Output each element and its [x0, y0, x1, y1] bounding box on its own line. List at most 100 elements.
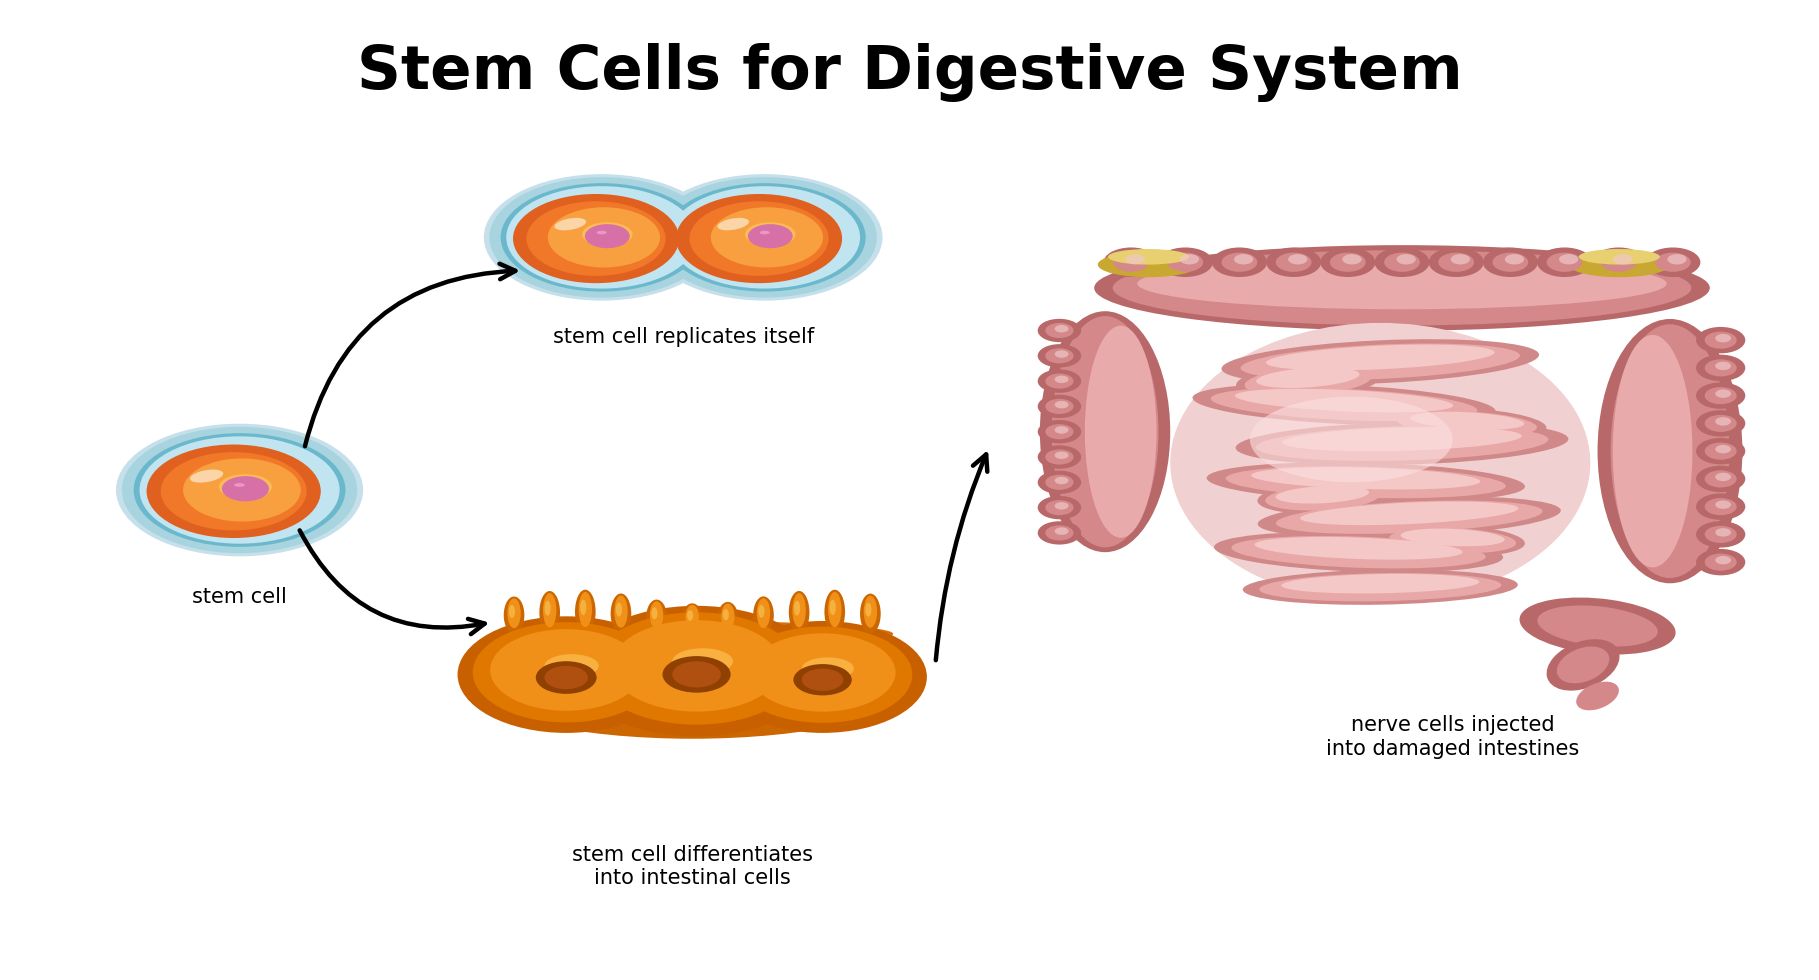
Circle shape — [1055, 527, 1068, 535]
Circle shape — [1275, 253, 1311, 271]
Ellipse shape — [717, 602, 739, 634]
Circle shape — [1037, 496, 1080, 519]
Circle shape — [1715, 472, 1732, 481]
Circle shape — [673, 662, 720, 687]
Ellipse shape — [1301, 502, 1519, 525]
Ellipse shape — [829, 600, 835, 615]
Circle shape — [1704, 331, 1737, 349]
Circle shape — [1046, 323, 1073, 338]
Circle shape — [147, 445, 320, 538]
Circle shape — [1695, 549, 1744, 575]
Circle shape — [802, 668, 844, 691]
Ellipse shape — [1259, 573, 1501, 602]
Circle shape — [1046, 450, 1073, 465]
Ellipse shape — [757, 598, 769, 628]
Ellipse shape — [1051, 316, 1159, 548]
Circle shape — [184, 459, 300, 521]
Circle shape — [1330, 253, 1366, 271]
Circle shape — [1492, 253, 1528, 271]
Circle shape — [1559, 254, 1579, 265]
Circle shape — [1266, 248, 1321, 277]
Ellipse shape — [789, 591, 809, 634]
Ellipse shape — [1235, 389, 1453, 413]
Ellipse shape — [580, 600, 586, 615]
Circle shape — [1704, 443, 1737, 460]
Circle shape — [669, 186, 860, 288]
Ellipse shape — [1250, 397, 1453, 482]
Ellipse shape — [1241, 343, 1521, 380]
Circle shape — [648, 174, 882, 301]
Circle shape — [1715, 389, 1732, 398]
Circle shape — [1288, 254, 1308, 265]
Circle shape — [1037, 369, 1080, 393]
Circle shape — [1046, 474, 1073, 490]
Text: nerve cells injected
into damaged intestines: nerve cells injected into damaged intest… — [1326, 715, 1579, 759]
Circle shape — [1055, 401, 1068, 409]
Ellipse shape — [646, 600, 668, 634]
Ellipse shape — [504, 597, 524, 634]
Circle shape — [1037, 521, 1080, 545]
Circle shape — [1715, 501, 1732, 509]
Ellipse shape — [1040, 312, 1170, 552]
Circle shape — [1704, 554, 1737, 570]
Ellipse shape — [864, 596, 877, 628]
Circle shape — [711, 207, 822, 268]
Circle shape — [1055, 426, 1068, 434]
Circle shape — [1704, 498, 1737, 515]
Ellipse shape — [1557, 647, 1610, 683]
Ellipse shape — [611, 594, 631, 634]
Ellipse shape — [717, 218, 749, 230]
Ellipse shape — [1235, 421, 1568, 465]
Circle shape — [1704, 526, 1737, 543]
Circle shape — [140, 436, 340, 544]
Circle shape — [1037, 395, 1080, 418]
Ellipse shape — [540, 591, 560, 634]
Circle shape — [1046, 399, 1073, 414]
Circle shape — [1695, 382, 1744, 409]
Ellipse shape — [1213, 532, 1502, 572]
Ellipse shape — [1084, 325, 1157, 538]
Ellipse shape — [508, 599, 520, 628]
Ellipse shape — [824, 590, 846, 634]
Circle shape — [1113, 253, 1150, 271]
Circle shape — [1046, 500, 1073, 515]
Circle shape — [1055, 477, 1068, 484]
Ellipse shape — [1137, 258, 1666, 310]
Ellipse shape — [1235, 363, 1381, 399]
Circle shape — [1046, 525, 1073, 541]
Ellipse shape — [673, 648, 733, 674]
Text: stem cell replicates itself: stem cell replicates itself — [553, 326, 813, 347]
Circle shape — [1715, 334, 1732, 342]
Ellipse shape — [1281, 574, 1479, 594]
Circle shape — [1168, 253, 1202, 271]
Ellipse shape — [617, 603, 622, 616]
Ellipse shape — [578, 592, 591, 627]
Circle shape — [1342, 254, 1362, 265]
Ellipse shape — [491, 621, 893, 647]
Circle shape — [489, 629, 642, 710]
Circle shape — [526, 201, 666, 276]
Circle shape — [222, 476, 269, 502]
Ellipse shape — [802, 658, 853, 680]
Circle shape — [1704, 470, 1737, 487]
Circle shape — [1695, 466, 1744, 492]
Ellipse shape — [1242, 569, 1517, 605]
Circle shape — [1428, 248, 1484, 277]
Ellipse shape — [1388, 408, 1546, 440]
Circle shape — [1046, 373, 1073, 389]
Ellipse shape — [1577, 682, 1619, 710]
Circle shape — [575, 606, 819, 736]
Circle shape — [513, 194, 678, 283]
Ellipse shape — [1266, 345, 1495, 370]
Circle shape — [611, 620, 782, 711]
Circle shape — [1715, 556, 1732, 564]
Circle shape — [1537, 248, 1592, 277]
Circle shape — [1181, 254, 1199, 265]
Circle shape — [1695, 355, 1744, 381]
Ellipse shape — [686, 605, 698, 629]
Ellipse shape — [866, 603, 871, 616]
Circle shape — [1384, 253, 1421, 271]
Circle shape — [1646, 248, 1701, 277]
Circle shape — [116, 423, 364, 557]
Circle shape — [1695, 521, 1744, 548]
